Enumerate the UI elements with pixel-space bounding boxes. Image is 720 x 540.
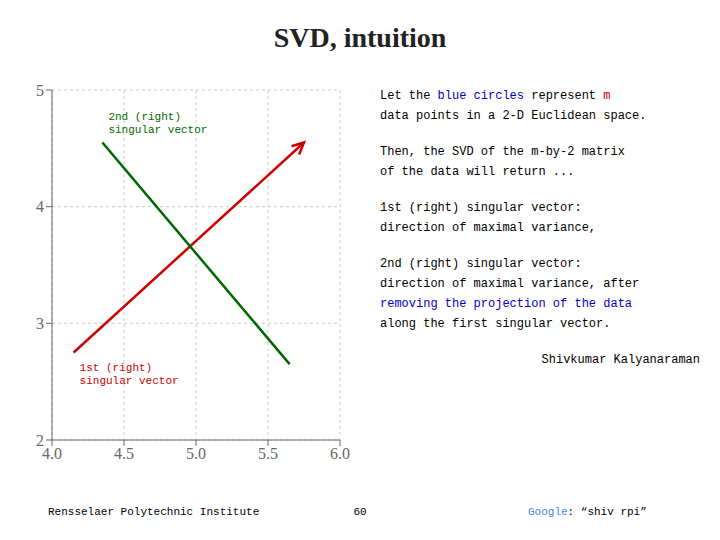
html-text:removing the projection of the: removing the projection of the data <box>380 297 632 311</box>
svg-text:4.5: 4.5 <box>114 445 134 462</box>
html-text:of the data will return ...: of the data will return ... <box>380 165 575 179</box>
svg-text:2nd (right)singular vector: 2nd (right)singular vector <box>108 111 207 136</box>
svg-text:5: 5 <box>36 82 44 99</box>
svg-text:5.5: 5.5 <box>258 445 278 462</box>
svg-text:3: 3 <box>36 315 44 332</box>
html-text:Shivkumar Kalyanaraman: Shivkumar Kalyanaraman <box>541 353 700 367</box>
svg-text:6.0: 6.0 <box>330 445 350 462</box>
html-text:Let the blue circles represent: Let the blue circles represent m <box>380 89 611 103</box>
svg-text:1st (right)singular vector: 1st (right)singular vector <box>80 362 179 387</box>
svg-text:4: 4 <box>36 198 44 215</box>
html-text:1st (right) singular vector:: 1st (right) singular vector: <box>380 201 582 215</box>
html-text:60: 60 <box>353 506 367 518</box>
html-text:SVD, intuition: SVD, intuition <box>273 22 447 53</box>
html-text:Then, the SVD of the m-by-2 ma: Then, the SVD of the m-by-2 matrix <box>380 145 625 159</box>
html-text:along the first singular vecto: along the first singular vector. <box>380 317 611 331</box>
svg-text:2: 2 <box>36 432 44 449</box>
html-text:direction of maximal variance,: direction of maximal variance, <box>380 221 596 235</box>
html-text:direction of maximal variance,: direction of maximal variance, after <box>380 277 640 291</box>
svg-text:4.0: 4.0 <box>42 445 62 462</box>
html-text:2nd (right) singular vector:: 2nd (right) singular vector: <box>380 257 582 271</box>
html-text:Rensselaer Polytechnic Institu: Rensselaer Polytechnic Institute <box>48 506 260 518</box>
html-text:Google: “shiv rpi”: Google: “shiv rpi” <box>528 506 647 518</box>
html-text:data points in a 2-D Euclidean: data points in a 2-D Euclidean space. <box>380 109 647 123</box>
svg-text:5.0: 5.0 <box>186 445 206 462</box>
